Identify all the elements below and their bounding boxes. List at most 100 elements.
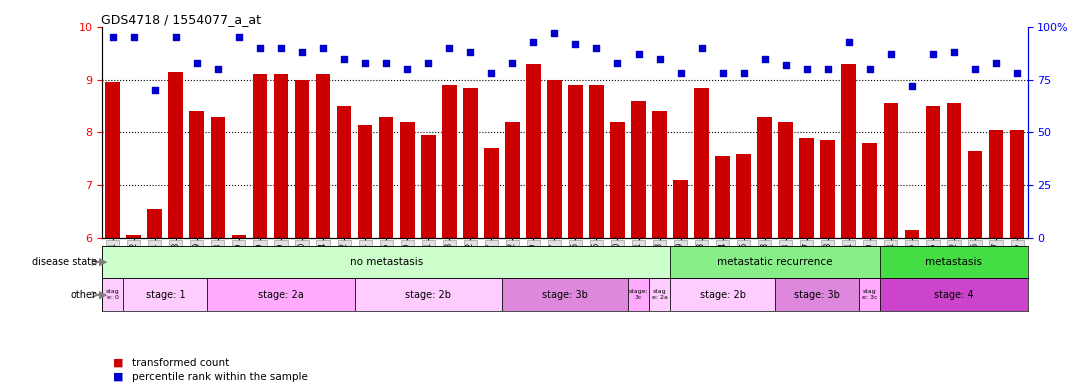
Point xyxy=(693,45,710,51)
Point xyxy=(462,49,479,55)
Text: stage: 2b: stage: 2b xyxy=(699,290,746,300)
Point xyxy=(671,70,689,76)
Bar xyxy=(124,278,208,311)
Point xyxy=(924,51,942,57)
Point xyxy=(209,66,226,72)
Text: stage: 1: stage: 1 xyxy=(145,290,185,300)
Text: metastatic recurrence: metastatic recurrence xyxy=(718,257,833,267)
Bar xyxy=(863,143,877,238)
Point xyxy=(336,55,353,61)
Point xyxy=(398,66,415,72)
Bar xyxy=(463,88,478,238)
Bar xyxy=(295,80,310,238)
Text: stag
e: 0: stag e: 0 xyxy=(105,289,119,300)
Point xyxy=(1008,70,1025,76)
Bar xyxy=(649,278,670,311)
Point xyxy=(356,60,373,66)
Point xyxy=(714,70,732,76)
Bar xyxy=(505,122,520,238)
Text: stag
e: 3c: stag e: 3c xyxy=(862,289,878,300)
Text: stage: 3b: stage: 3b xyxy=(794,290,840,300)
Bar xyxy=(967,151,982,238)
Point xyxy=(735,70,752,76)
Bar xyxy=(670,246,880,278)
Point xyxy=(294,49,311,55)
Bar xyxy=(905,230,919,238)
Text: metastasis: metastasis xyxy=(925,257,982,267)
Text: other: other xyxy=(71,290,97,300)
Point xyxy=(546,30,563,36)
Bar xyxy=(337,106,352,238)
Point xyxy=(819,66,836,72)
Bar xyxy=(147,209,162,238)
Point xyxy=(756,55,774,61)
Bar xyxy=(102,246,670,278)
Text: no metastasis: no metastasis xyxy=(350,257,423,267)
Bar xyxy=(925,106,940,238)
Point xyxy=(988,60,1005,66)
Bar xyxy=(1009,130,1024,238)
Point xyxy=(272,45,289,51)
Point xyxy=(567,41,584,47)
Bar xyxy=(674,180,688,238)
Bar xyxy=(694,88,709,238)
Bar xyxy=(126,235,141,238)
Bar xyxy=(758,117,773,238)
Bar xyxy=(315,74,330,238)
Text: GDS4718 / 1554077_a_at: GDS4718 / 1554077_a_at xyxy=(101,13,261,26)
Point xyxy=(609,60,626,66)
Bar xyxy=(169,72,183,238)
Bar xyxy=(632,101,646,238)
Bar xyxy=(211,117,225,238)
Bar xyxy=(775,278,860,311)
Bar xyxy=(799,138,815,238)
Bar xyxy=(860,278,880,311)
Bar xyxy=(841,64,856,238)
Point xyxy=(230,34,247,40)
Bar xyxy=(883,103,898,238)
Bar xyxy=(736,154,751,238)
Point xyxy=(483,70,500,76)
Point xyxy=(629,51,647,57)
Bar xyxy=(820,141,835,238)
Text: stage: 2a: stage: 2a xyxy=(258,290,303,300)
Bar xyxy=(231,235,246,238)
Text: ■: ■ xyxy=(113,372,124,382)
Bar xyxy=(400,122,414,238)
Bar xyxy=(189,111,204,238)
Text: transformed count: transformed count xyxy=(132,358,229,368)
Bar xyxy=(670,278,775,311)
Text: stage: 4: stage: 4 xyxy=(934,290,974,300)
Point xyxy=(882,51,900,57)
Point xyxy=(504,60,521,66)
Bar xyxy=(778,122,793,238)
Point xyxy=(798,66,816,72)
Point xyxy=(651,55,668,61)
Bar xyxy=(526,64,541,238)
Text: ▶: ▶ xyxy=(99,290,108,300)
Point xyxy=(840,38,858,45)
Bar xyxy=(716,156,730,238)
Bar xyxy=(253,74,267,238)
Bar xyxy=(102,278,124,311)
Text: stag
e: 2a: stag e: 2a xyxy=(652,289,667,300)
Bar xyxy=(357,124,372,238)
Text: stage: 3b: stage: 3b xyxy=(542,290,587,300)
Point xyxy=(252,45,269,51)
Bar xyxy=(547,80,562,238)
Point xyxy=(903,83,920,89)
Bar xyxy=(484,148,498,238)
Point xyxy=(188,60,206,66)
Point xyxy=(420,60,437,66)
Point xyxy=(966,66,983,72)
Bar xyxy=(610,122,625,238)
Bar xyxy=(589,85,604,238)
Text: disease state: disease state xyxy=(31,257,97,267)
Bar xyxy=(442,85,456,238)
Bar xyxy=(989,130,1004,238)
Text: stage: 2b: stage: 2b xyxy=(406,290,451,300)
Point xyxy=(146,87,164,93)
Bar xyxy=(421,135,436,238)
Bar xyxy=(273,74,288,238)
Point xyxy=(440,45,457,51)
